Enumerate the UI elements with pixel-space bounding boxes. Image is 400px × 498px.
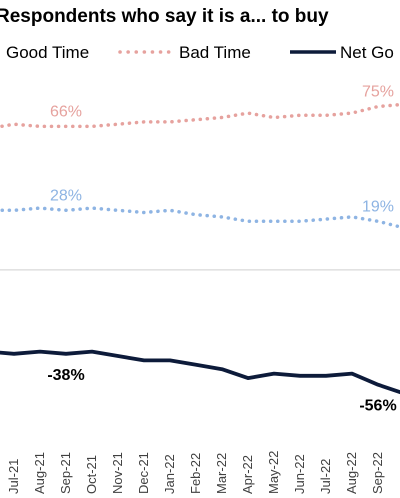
data-label-net-good-sep-21: -38%: [47, 367, 84, 384]
data-label-good-time-sep-21: 28%: [50, 187, 82, 204]
data-label-bad-time-sep-21: 66%: [50, 103, 82, 120]
x-tick-label: Dec-21: [136, 452, 151, 494]
series-line-net-good: [0, 349, 400, 395]
series-line-bad-time: [0, 102, 400, 129]
plot-area: [0, 102, 400, 395]
chart-title: Respondents who say it is a... to buy: [0, 6, 329, 27]
data-labels: 66% 75% 28% 19% -38% -56%: [47, 83, 396, 414]
x-tick-label: Mar-22: [214, 453, 229, 494]
x-tick-label: May-22: [266, 451, 281, 494]
x-tick-label: Nov-21: [110, 452, 125, 494]
data-label-good-time-sep-22: 19%: [362, 198, 394, 215]
legend-label-net-good: Net Go: [340, 43, 394, 62]
legend-label-bad-time: Bad Time: [179, 43, 251, 62]
x-tick-label: Jul-22: [318, 459, 333, 494]
data-label-net-good-sep-22: -56%: [359, 398, 396, 415]
x-tick-label: Oct-21: [84, 455, 99, 494]
x-axis-ticks: Jul-21 Aug-21 Sep-21 Oct-21 Nov-21 Dec-21 Jan-…: [6, 451, 385, 494]
legend: Good Time Bad Time Net Go: [6, 43, 394, 62]
x-tick-label: Aug-21: [32, 452, 47, 494]
x-tick-label: Apr-22: [240, 455, 255, 494]
x-tick-label: Jun-22: [292, 454, 307, 494]
series-line-good-time: [0, 206, 400, 229]
x-tick-label: Aug-22: [344, 452, 359, 494]
legend-label-good-time: Good Time: [6, 43, 89, 62]
x-tick-label: Jan-22: [162, 454, 177, 494]
x-tick-label: Sep-22: [370, 452, 385, 494]
x-tick-label: Jul-21: [6, 459, 21, 494]
x-tick-label: Sep-21: [58, 452, 73, 494]
x-tick-label: Feb-22: [188, 453, 203, 494]
data-label-bad-time-sep-22: 75%: [362, 83, 394, 100]
